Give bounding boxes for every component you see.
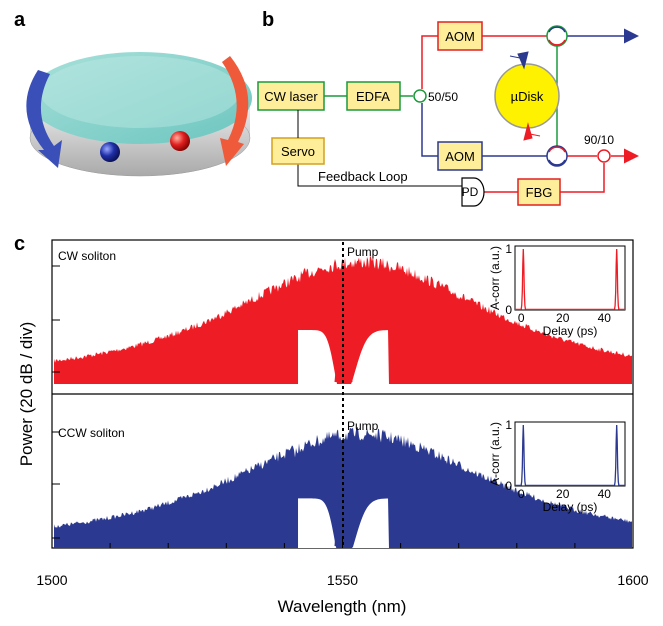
cw-filtered-gap [298,330,389,384]
disk-illustration [26,52,252,177]
schematic: CW laser EDFA 50/50 AOM AOM Servo Feedba… [257,21,639,207]
ccw-inset-ylabel: A-corr (a.u.) [488,422,502,486]
ccw-marker [509,51,529,70]
y-axis-label: Power (20 dB / div) [17,322,36,467]
cw-inset-ylabel: A-corr (a.u.) [488,246,502,310]
cw-soliton-ball [170,131,190,151]
cw-inset-x-tick: 40 [598,311,612,325]
panel-label-c: c [14,233,25,255]
x-tick-label: 1550 [327,572,358,588]
aom-bottom-label: AOM [445,149,475,164]
ccw-filtered-gap [298,498,389,548]
cw-inset-y-tick: 1 [505,242,512,256]
ccw-soliton-ball [100,142,120,162]
pump-label-top: Pump [347,245,379,259]
cw-marker [523,122,541,141]
x-axis-label: Wavelength (nm) [278,597,407,616]
circulator-bottom [546,145,568,167]
ccw-arrow [26,70,63,168]
aom-top-box [437,21,483,51]
panel-label-b: b [262,9,274,31]
cw-arrow [220,56,249,166]
cw-autocorrelation-trace [515,248,625,311]
tap-label: 90/10 [584,133,614,147]
pd-label: PD [462,185,479,199]
ccw-inset-x-tick: 20 [556,487,570,501]
splitter-label: 50/50 [428,90,458,104]
aom-bottom-box [437,141,483,171]
inset-ccw: 0 20 40 0 1 Delay (ps) A-corr (a.u.) [488,418,626,514]
cw-inset-xlabel: Delay (ps) [543,324,598,338]
cw-pump-peak [334,337,353,382]
pump-label-bottom: Pump [347,419,379,433]
splitter-coupler [413,89,427,103]
fbg-label: FBG [526,185,553,200]
cw-inset-y-tick: 0 [505,303,512,317]
pd-shape [461,177,485,207]
tap-coupler [597,149,611,163]
ccw-inset-y-tick: 1 [505,418,512,432]
servo-label: Servo [281,144,315,159]
edfa-box [346,81,401,111]
ccw-inset-y-tick: 0 [505,479,512,493]
edfa-label: EDFA [356,89,390,104]
cw-inset-frame [514,245,626,311]
x-tick-label: 1500 [36,572,67,588]
ccw-inset-frame [514,421,626,487]
ccw-spectrum-area [54,427,632,548]
y-ticks [52,265,60,539]
cw-laser-label: CW laser [264,89,318,104]
resonator-label: µDisk [511,89,544,104]
ccw-inset-xlabel: Delay (ps) [543,500,598,514]
cw-inset-x-tick: 0 [518,311,525,325]
circulator-top [546,25,568,47]
spectrum-plot: Pump Pump CW soliton CCW soliton 1500 155… [17,239,649,616]
ccw-inset-x-tick: 40 [598,487,612,501]
cw-inset-x-tick: 20 [556,311,570,325]
cw-laser-box [257,81,325,111]
series-label-ccw: CCW soliton [58,426,125,440]
feedback-label: Feedback Loop [318,169,408,184]
x-ticks: 1500 1550 1600 [36,539,649,588]
ccw-inset-x-tick: 0 [518,487,525,501]
fbg-box [517,178,561,206]
ccw-autocorrelation-trace [515,424,625,487]
panel-label-a: a [14,9,26,31]
aom-top-label: AOM [445,29,475,44]
series-label-cw: CW soliton [58,249,116,263]
inset-cw: 0 20 40 0 1 Delay (ps) A-corr (a.u.) [488,242,626,338]
x-tick-label: 1600 [617,572,648,588]
cw-spectrum-area [54,255,632,384]
disk-top [28,52,252,144]
